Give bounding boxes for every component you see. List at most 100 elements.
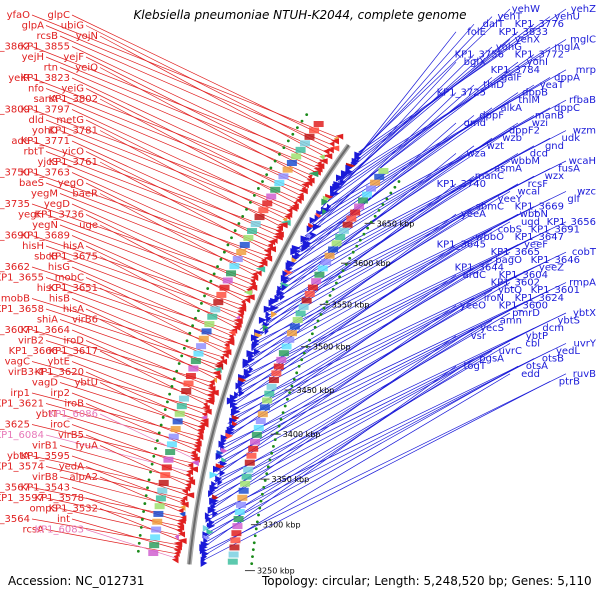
gene-arrow-right: [306, 225, 312, 233]
leader-line: [202, 365, 457, 548]
tick-dot: [295, 371, 299, 375]
gene-label-right: pgsA: [479, 354, 504, 365]
gene-arrow-right: [250, 334, 260, 342]
leader-line: [201, 381, 551, 562]
leader-line: [233, 244, 519, 403]
leader-line: [215, 305, 519, 473]
leader-line: [220, 282, 511, 451]
tick-dot: [140, 518, 144, 521]
gene-arrow-left: [268, 239, 276, 246]
tick-dot: [250, 562, 254, 566]
gene-label-right: glf: [567, 194, 580, 205]
gene-arrow-left: [212, 377, 217, 384]
feature-block: [271, 370, 282, 377]
gene-arrow-left: [220, 358, 228, 365]
feature-block: [236, 501, 247, 508]
feature-block: [213, 299, 224, 306]
leader-line: [59, 256, 237, 324]
leader-line: [59, 161, 272, 248]
gene-label-left: KP1_3658: [0, 304, 44, 315]
feature-block: [255, 418, 266, 425]
gene-label-right: KP1_3740: [437, 179, 486, 190]
gene-label-left: KP1_3666: [9, 346, 58, 357]
gene-label-right: rmpA: [569, 278, 596, 289]
feature-block: [181, 388, 192, 395]
gene-label-left: KP1_6086: [49, 409, 98, 420]
leader-line: [201, 373, 511, 557]
leader-line: [71, 14, 337, 143]
gene-arrow-left: [196, 434, 204, 441]
feature-block: [291, 153, 302, 160]
leader-line: [218, 289, 493, 459]
leader-line: [99, 287, 226, 354]
leader-line: [71, 203, 254, 286]
tick-dot: [305, 113, 309, 117]
gene-arrow-left: [171, 557, 179, 564]
gene-arrow-left: [248, 284, 258, 291]
gene-arrow-left: [267, 246, 276, 253]
gene-label-left: KP1_3607: [0, 325, 30, 336]
tick-dot: [362, 232, 366, 236]
gene-label-right: ptrB: [559, 376, 580, 387]
gene-label-left: hisA: [63, 304, 84, 315]
gene-arrow-left: [238, 305, 247, 312]
gene-label-left: virB2: [18, 336, 44, 347]
gene-label-right: wbbN: [520, 209, 548, 220]
tick-dot: [316, 319, 320, 323]
tick-dot: [146, 486, 149, 490]
gene-label-left: KP1_3781: [49, 126, 98, 137]
gene-arrow-right: [322, 208, 327, 216]
leader-line: [99, 35, 326, 158]
feature-block: [148, 550, 159, 557]
feature-block: [151, 526, 162, 533]
gene-label-left: yicO: [62, 147, 84, 158]
tick-dot: [159, 423, 163, 427]
gene-label-left: rbtT: [24, 147, 45, 158]
gene-label-left: virB6: [72, 315, 98, 326]
gene-label-left: KP1_3655: [0, 273, 44, 284]
feature-block: [300, 140, 311, 147]
leader-line: [302, 92, 457, 241]
gene-label-right: KP1_3669: [515, 202, 564, 213]
gene-arrow-left: [193, 447, 201, 454]
feature-block: [317, 265, 328, 272]
gene-label-right: KP1_3601: [531, 285, 580, 296]
gene-arrow-right: [354, 151, 362, 159]
gene-label-left: KP1_3625: [0, 420, 30, 431]
feature-block: [273, 363, 284, 370]
gene-label-right: cbl: [525, 338, 540, 349]
leader-line: [99, 508, 181, 541]
feature-block: [183, 380, 194, 387]
scale-label: 3400 kbp: [283, 430, 321, 439]
gene-label-right: pmrD: [512, 308, 540, 319]
tick-dot: [351, 250, 355, 254]
tick-dot: [180, 354, 184, 358]
gene-label-right: sbmC: [476, 202, 504, 213]
gene-arrow-left: [191, 460, 199, 467]
tick-dot: [377, 208, 381, 212]
feature-block: [204, 321, 215, 328]
gene-label-right: dppC: [554, 103, 580, 114]
gene-arrow-right: [264, 328, 269, 336]
tick-dot: [295, 126, 299, 130]
gene-label-left: sbcB: [34, 252, 58, 263]
feature-block: [237, 494, 248, 501]
gene-label-left: dld: [29, 115, 44, 126]
feature-block: [226, 270, 237, 277]
gene-label-right: mrp: [576, 65, 596, 76]
gene-arrow-right: [225, 432, 234, 440]
gene-arrow-left: [222, 352, 229, 359]
leader-line: [85, 25, 332, 150]
gene-label-left: yegD: [44, 199, 70, 210]
gene-arrow-right: [207, 506, 217, 514]
feature-block: [301, 297, 312, 304]
leader-line: [204, 358, 475, 539]
backbone-core: [188, 144, 350, 565]
gene-arrow-right: [219, 469, 226, 477]
gene-arrow-left: [244, 297, 251, 304]
tick-dot: [288, 391, 292, 395]
gene-label-right: yeeZ: [539, 262, 564, 273]
gene-arrow-left: [202, 405, 210, 412]
gene-label-left: yeiR: [8, 73, 30, 84]
